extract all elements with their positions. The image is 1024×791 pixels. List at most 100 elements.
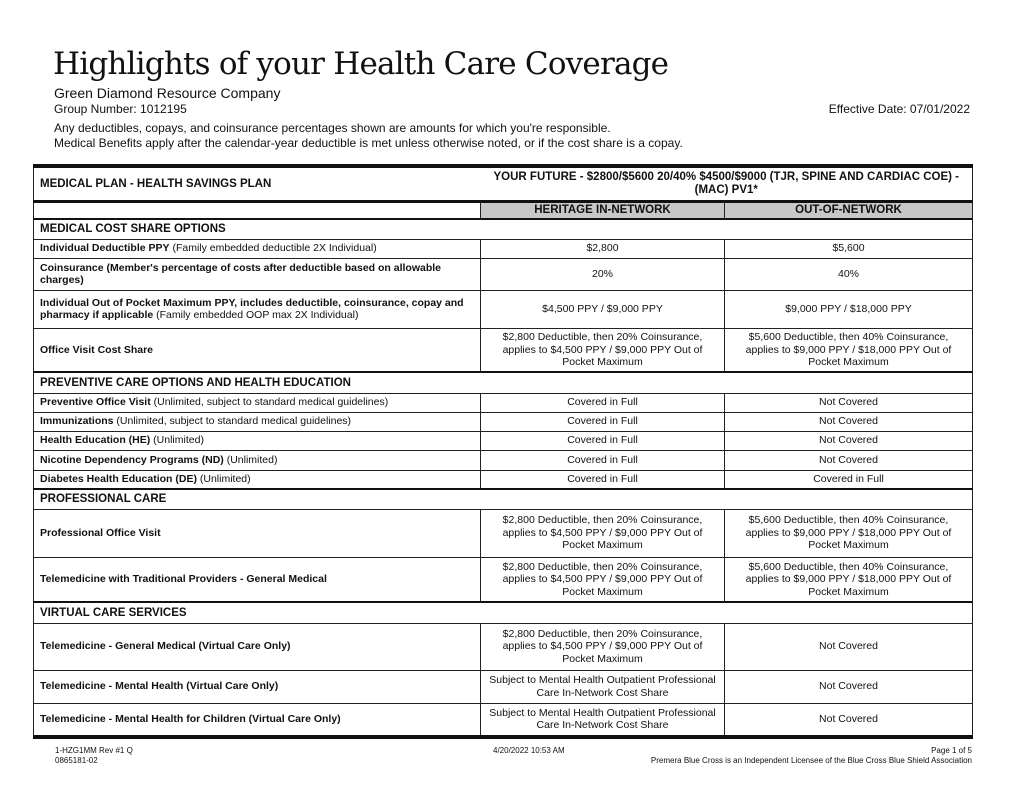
benefit-name-bold: Telemedicine - General Medical (Virtual … xyxy=(40,640,291,653)
out-of-network-value: 40% xyxy=(724,257,973,291)
in-network-value: Covered in Full xyxy=(480,449,725,471)
out-of-network-value: Not Covered xyxy=(724,411,973,432)
in-network-header: HERITAGE IN-NETWORK xyxy=(480,200,725,220)
in-network-value: Covered in Full xyxy=(480,469,725,490)
benefit-name-detail: (Unlimited, subject to standard medical … xyxy=(113,415,352,428)
benefit-name: Office Visit Cost Share xyxy=(33,327,481,373)
benefit-name-bold: Health Education (HE) xyxy=(40,434,151,447)
out-of-network-value: Covered in Full xyxy=(724,469,973,490)
benefit-row: Individual Deductible PPY (Family embedd… xyxy=(33,238,973,259)
benefit-name-bold: Nicotine Dependency Programs (ND) xyxy=(40,453,224,466)
benefit-name-bold: Telemedicine with Traditional Providers … xyxy=(40,573,327,585)
benefit-row: Professional Office Visit $2,800 Deductib… xyxy=(33,508,973,558)
benefit-row: Immunizations (Unlimited, subject to sta… xyxy=(33,411,973,432)
benefit-name: Nicotine Dependency Programs (ND) (Unlim… xyxy=(33,449,481,471)
out-of-network-value: $5,600 Deductible, then 40% Coinsurance,… xyxy=(724,556,973,603)
benefit-name-bold: Office Visit Cost Share xyxy=(40,343,154,356)
in-network-value: Covered in Full xyxy=(480,430,725,451)
in-network-value: Covered in Full xyxy=(480,392,725,413)
out-of-network-value: Not Covered xyxy=(724,392,973,413)
out-of-network-value: Not Covered xyxy=(724,430,973,451)
in-network-value: $2,800 xyxy=(480,238,725,259)
group-number: Group Number: 1012195 xyxy=(54,102,187,116)
benefit-row: Telemedicine - Mental Health (Virtual Ca… xyxy=(33,669,973,704)
section-header-row: VIRTUAL CARE SERVICES xyxy=(33,601,973,624)
company-name: Green Diamond Resource Company xyxy=(54,85,281,101)
benefit-name: Telemedicine - Mental Health for Childre… xyxy=(33,702,481,739)
page-number: Page 1 of 5 xyxy=(931,746,972,755)
doc-id: 0865181-02 xyxy=(55,756,98,765)
out-of-network-value: Not Covered xyxy=(724,449,973,471)
plan-label: MEDICAL PLAN - HEALTH SAVINGS PLAN xyxy=(33,164,481,203)
plan-header-row: MEDICAL PLAN - HEALTH SAVINGS PLAN YOUR … xyxy=(33,164,973,203)
out-of-network-value: $5,600 Deductible, then 40% Coinsurance,… xyxy=(724,327,973,373)
benefit-row: Diabetes Health Education (DE) (Unlimite… xyxy=(33,469,973,490)
license-statement: Premera Blue Cross is an Independent Lic… xyxy=(650,756,972,765)
benefit-name-detail: (Unlimited) xyxy=(196,473,251,485)
section-header-row: MEDICAL COST SHARE OPTIONS xyxy=(33,218,973,240)
benefit-name-detail: (Family embedded OOP max 2X Individual) xyxy=(153,309,359,321)
in-network-value: Subject to Mental Health Outpatient Prof… xyxy=(480,669,725,704)
out-of-network-value: Not Covered xyxy=(724,622,973,671)
out-of-network-value: $5,600 xyxy=(724,238,973,259)
column-header-row: HERITAGE IN-NETWORK OUT-OF-NETWORK xyxy=(33,200,973,220)
benefit-name: Immunizations (Unlimited, subject to sta… xyxy=(33,411,481,432)
responsibility-note: Any deductibles, copays, and coinsurance… xyxy=(54,121,611,135)
benefit-name: Telemedicine - General Medical (Virtual … xyxy=(33,622,481,671)
in-network-value: 20% xyxy=(480,257,725,291)
in-network-value: $2,800 Deductible, then 20% Coinsurance,… xyxy=(480,327,725,373)
benefit-name-detail: (Unlimited) xyxy=(223,453,278,466)
benefit-name: Individual Deductible PPY (Family embedd… xyxy=(33,238,481,259)
benefit-row: Office Visit Cost Share $2,800 Deductible… xyxy=(33,327,973,373)
section-title: VIRTUAL CARE SERVICES xyxy=(33,601,973,624)
page-title: Highlights of your Health Care Coverage xyxy=(53,46,669,82)
section-title: PROFESSIONAL CARE xyxy=(33,488,973,510)
plan-name: YOUR FUTURE - $2800/$5600 20/40% $4500/$… xyxy=(480,164,973,203)
deductible-note: Medical Benefits apply after the calenda… xyxy=(54,136,683,150)
in-network-value: $2,800 Deductible, then 20% Coinsurance,… xyxy=(480,622,725,671)
print-timestamp: 4/20/2022 10:53 AM xyxy=(493,746,565,755)
benefit-name-detail: (Unlimited, subject to standard medical … xyxy=(150,396,389,409)
benefit-row: Telemedicine - General Medical (Virtual … xyxy=(33,622,973,671)
benefit-name: Professional Office Visit xyxy=(33,508,481,558)
benefit-row: Preventive Office Visit (Unlimited, subj… xyxy=(33,392,973,413)
footer-right: Page 1 of 5 Premera Blue Cross is an Ind… xyxy=(651,746,972,766)
in-network-value: $2,800 Deductible, then 20% Coinsurance,… xyxy=(480,508,725,558)
benefit-name: Individual Out of Pocket Maximum PPY, in… xyxy=(33,289,481,329)
form-id: 1-HZG1MM Rev #1 Q xyxy=(55,746,133,755)
out-of-network-value: Not Covered xyxy=(724,702,973,739)
benefit-name: Coinsurance (Member's percentage of cost… xyxy=(33,257,481,291)
out-of-network-value: $9,000 PPY / $18,000 PPY xyxy=(724,289,973,329)
benefit-name-bold: Diabetes Health Education (DE) xyxy=(40,473,197,485)
benefit-name: Health Education (HE) (Unlimited) xyxy=(33,430,481,451)
effective-date: Effective Date: 07/01/2022 xyxy=(828,102,970,116)
benefit-row: Telemedicine with Traditional Providers … xyxy=(33,556,973,603)
benefit-name-bold: Telemedicine - Mental Health for Childre… xyxy=(40,713,341,725)
benefit-row: Nicotine Dependency Programs (ND) (Unlim… xyxy=(33,449,973,471)
benefit-name-bold: Individual Out of Pocket Maximum PPY, in… xyxy=(40,296,464,322)
in-network-value: Subject to Mental Health Outpatient Prof… xyxy=(480,702,725,739)
benefit-name-bold: Telemedicine - Mental Health (Virtual Ca… xyxy=(40,680,279,693)
section-title: MEDICAL COST SHARE OPTIONS xyxy=(33,218,973,240)
benefit-name: Preventive Office Visit (Unlimited, subj… xyxy=(33,392,481,413)
benefit-name: Diabetes Health Education (DE) (Unlimite… xyxy=(33,469,481,490)
benefit-row: Individual Out of Pocket Maximum PPY, in… xyxy=(33,289,973,329)
benefit-name: Telemedicine - Mental Health (Virtual Ca… xyxy=(33,669,481,704)
benefit-row: Health Education (HE) (Unlimited) Covered… xyxy=(33,430,973,451)
section-header-row: PREVENTIVE CARE OPTIONS AND HEALTH EDUCA… xyxy=(33,371,973,394)
benefit-name-detail: (Unlimited) xyxy=(150,434,204,447)
in-network-value: $4,500 PPY / $9,000 PPY xyxy=(480,289,725,329)
benefit-name-bold: Preventive Office Visit xyxy=(40,396,151,409)
coverage-table: MEDICAL PLAN - HEALTH SAVINGS PLAN YOUR … xyxy=(33,164,973,739)
section-title: PREVENTIVE CARE OPTIONS AND HEALTH EDUCA… xyxy=(33,371,973,394)
benefit-name-detail: (Family embedded deductible 2X Individua… xyxy=(169,242,377,255)
benefit-row: Coinsurance (Member's percentage of cost… xyxy=(33,257,973,291)
out-of-network-value: Not Covered xyxy=(724,669,973,704)
footer-ids: 1-HZG1MM Rev #1 Q 0865181-02 xyxy=(55,746,133,766)
in-network-value: $2,800 Deductible, then 20% Coinsurance,… xyxy=(480,556,725,603)
benefit-name-bold: Professional Office Visit xyxy=(40,526,161,539)
benefit-name-bold: Coinsurance (Member's percentage of cost… xyxy=(40,261,442,287)
benefit-name: Telemedicine with Traditional Providers … xyxy=(33,556,481,603)
section-header-row: PROFESSIONAL CARE xyxy=(33,488,973,510)
